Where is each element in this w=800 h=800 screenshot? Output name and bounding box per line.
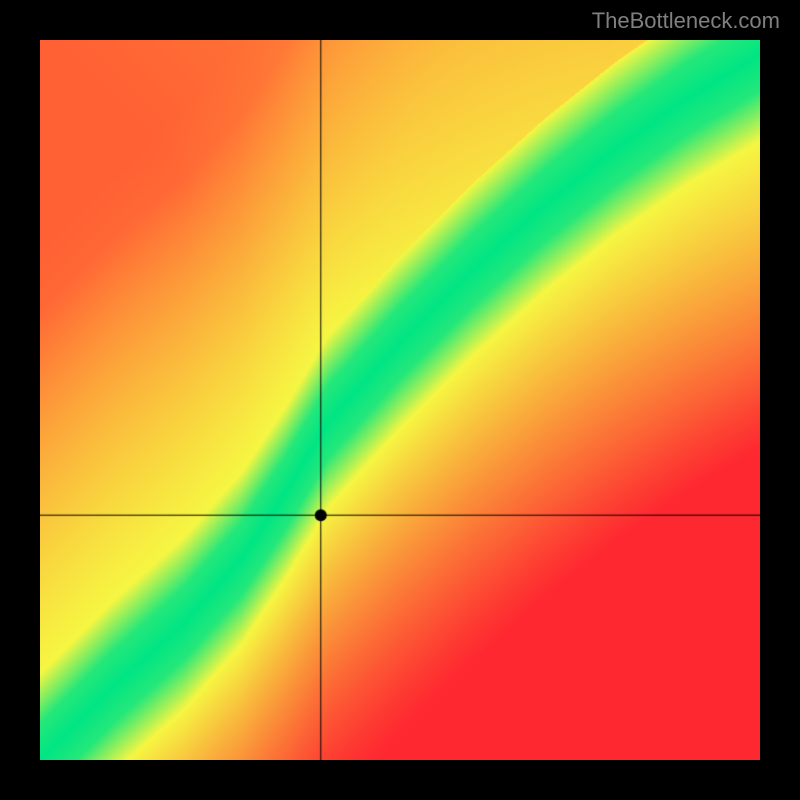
bottleneck-heatmap xyxy=(40,40,760,760)
watermark-text: TheBottleneck.com xyxy=(592,8,780,34)
